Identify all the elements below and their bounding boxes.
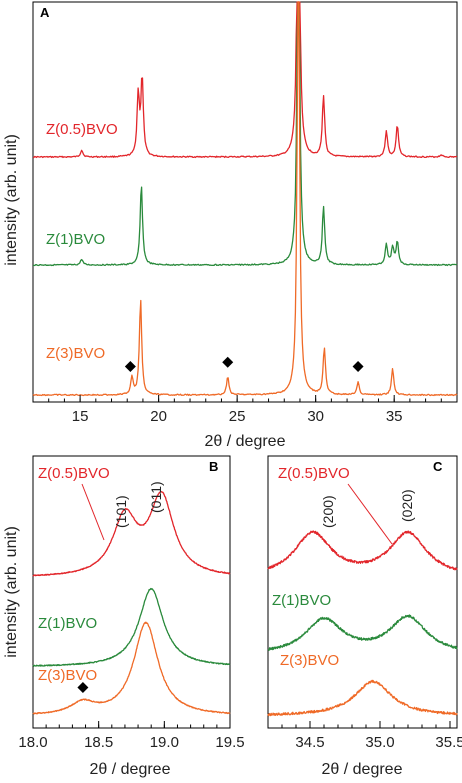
trace-b-0 xyxy=(32,490,231,577)
panel-b-x-ticks: 18.0 18.5 19.0 19.5 xyxy=(18,721,245,751)
trace-b-1 xyxy=(32,587,231,667)
trace-a-0 xyxy=(32,1,458,159)
series-label-z3: Z(3)BVO xyxy=(46,345,105,362)
hkl-200: (200) xyxy=(320,495,336,528)
series-label-b-z05: Z(0.5)BVO xyxy=(38,465,110,482)
trace-a-1 xyxy=(33,1,458,267)
x-tick-label-b-3: 19.5 xyxy=(215,734,244,751)
diamond-marker-a-2 xyxy=(352,361,364,372)
panel-b-markers xyxy=(77,682,89,693)
diamond-marker-b-0 xyxy=(77,682,89,693)
trace-c-1 xyxy=(267,614,458,651)
x-tick-label-a-2: 25 xyxy=(229,408,246,425)
panel-a-letter: A xyxy=(40,5,50,20)
panel-a-markers xyxy=(124,356,364,372)
panel-b-traces xyxy=(32,490,231,715)
trace-c-0 xyxy=(267,530,458,571)
panel-c: C Z(0.5)BVO Z(1)BVO Z(3)BVO (200) (020) … xyxy=(267,455,462,778)
series-label-c-z1: Z(1)BVO xyxy=(272,592,331,609)
x-tick-label-a-1: 20 xyxy=(150,408,167,425)
hkl-101: (101) xyxy=(113,495,129,528)
panel-a-x-ticks: 15 20 25 30 35 xyxy=(32,395,458,425)
panel-b-frame xyxy=(32,455,231,729)
panel-b-label-leader xyxy=(81,483,105,541)
panel-c-letter: C xyxy=(433,459,443,474)
series-label-z05: Z(0.5)BVO xyxy=(46,121,118,138)
trace-c-2 xyxy=(267,679,458,717)
series-label-c-z05: Z(0.5)BVO xyxy=(278,465,350,482)
x-tick-label-c-1: 35.0 xyxy=(365,734,394,751)
series-label-b-z1: Z(1)BVO xyxy=(38,615,97,632)
panel-a-frame xyxy=(32,1,458,403)
panel-a-x-axis-label: 2θ / degree xyxy=(205,433,286,450)
series-label-b-z3: Z(3)BVO xyxy=(38,667,97,684)
panel-c-x-axis-label: 2θ / degree xyxy=(322,761,403,778)
hkl-020: (020) xyxy=(399,489,415,522)
diamond-marker-a-0 xyxy=(124,361,136,372)
panel-a-y-axis-label: intensity (arb. unit) xyxy=(3,134,20,266)
x-tick-label-b-1: 18.5 xyxy=(84,734,113,751)
panel-a-traces xyxy=(32,1,458,397)
hkl-011: (011) xyxy=(148,481,164,513)
series-label-c-z3: Z(3)BVO xyxy=(280,652,339,669)
panel-a: A Z(0.5)BVO Z(1)BVO Z(3)BVO 15 20 25 30 35 2… xyxy=(32,1,458,450)
x-tick-label-a-0: 15 xyxy=(72,408,89,425)
panel-b-y-axis-label: intensity (arb. unit) xyxy=(3,526,20,658)
panel-a-series-labels: Z(0.5)BVO Z(1)BVO Z(3)BVO xyxy=(46,121,118,362)
x-tick-label-b-2: 19.0 xyxy=(150,734,179,751)
x-tick-label-c-0: 34.5 xyxy=(295,734,324,751)
x-tick-label-a-4: 35 xyxy=(386,408,403,425)
panel-c-frame xyxy=(267,455,458,729)
panel-c-x-ticks: 34.5 35.0 35.5 xyxy=(267,721,462,751)
panel-b: B Z(0.5)BVO Z(1)BVO Z(3)BVO (101) (011) … xyxy=(18,455,245,778)
x-tick-label-b-0: 18.0 xyxy=(18,734,47,751)
panel-c-traces xyxy=(267,530,458,717)
x-tick-label-c-2: 35.5 xyxy=(435,734,462,751)
x-tick-label-a-3: 30 xyxy=(307,408,324,425)
series-label-z1: Z(1)BVO xyxy=(46,231,105,248)
trace-a-2 xyxy=(32,1,458,397)
diamond-marker-a-1 xyxy=(222,356,234,368)
trace-b-2 xyxy=(32,621,231,715)
panel-b-letter: B xyxy=(209,459,218,474)
panel-b-x-axis-label: 2θ / degree xyxy=(90,761,171,778)
panel-c-label-leader xyxy=(347,483,393,545)
